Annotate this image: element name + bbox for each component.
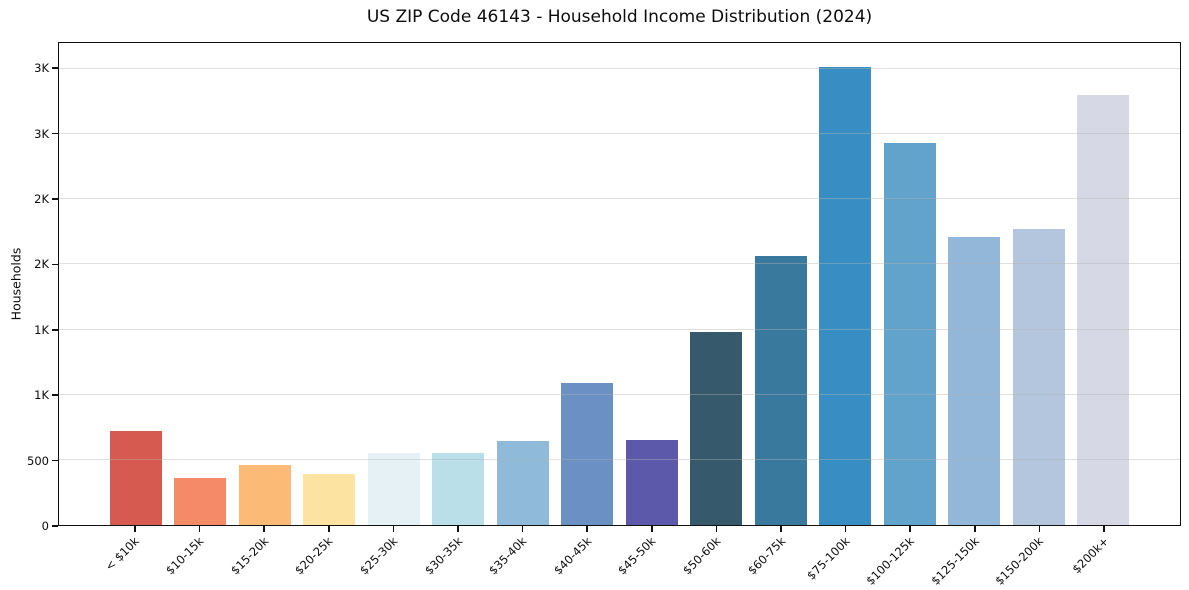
y-tick-label: 1K — [34, 388, 49, 403]
x-tick-mark — [134, 526, 136, 532]
y-tick-mark — [52, 328, 58, 331]
plot-area — [58, 42, 1181, 526]
bar-$35-40k — [496, 440, 549, 525]
y-tick-label: 0 — [41, 519, 49, 533]
gridline-3000 — [59, 133, 1180, 135]
bar-$100-125k — [883, 143, 936, 525]
x-tick-label: $40-45k — [550, 534, 595, 578]
x-tick-label: $75-100k — [803, 534, 853, 583]
x-tick-label: $20-25k — [292, 534, 336, 578]
x-tick-mark — [780, 526, 782, 532]
x-tick-label: $100-125k — [863, 534, 918, 588]
y-tick-mark — [52, 394, 58, 396]
gridline-1000 — [59, 393, 1180, 395]
bar-$25-30k — [367, 453, 420, 525]
x-tick-mark — [1038, 526, 1041, 532]
x-tick-mark — [909, 526, 912, 532]
y-tick-label: 2K — [34, 257, 49, 272]
y-tick-mark — [52, 67, 58, 69]
gridline-3500 — [59, 68, 1180, 70]
y-tick-mark — [52, 525, 58, 527]
gridline-500 — [59, 458, 1180, 460]
bar-$40-45k — [561, 383, 614, 525]
x-tick-mark — [715, 526, 718, 532]
bar-$30-35k — [432, 452, 485, 525]
x-tick-label: $25-30k — [356, 534, 401, 578]
x-tick-label: $125-150k — [928, 534, 982, 588]
x-tick-label: $35-40k — [486, 534, 530, 578]
chart-title: US ZIP Code 46143 - Household Income Dis… — [366, 7, 873, 27]
bar-$20-25k — [303, 473, 356, 525]
bar-$200k+ — [1077, 95, 1130, 525]
y-tick-mark — [52, 198, 58, 200]
y-tick-label: 1K — [34, 322, 49, 337]
x-tick-label: $45-50k — [615, 534, 659, 578]
x-tick-mark — [521, 526, 524, 532]
y-tick-label: 2K — [34, 191, 49, 206]
x-tick-label: $50-60k — [679, 534, 724, 578]
y-tick-label: 3K — [34, 61, 49, 76]
x-tick-mark — [263, 526, 265, 532]
y-tick-label: 500 — [27, 453, 49, 468]
y-tick-mark — [52, 132, 58, 135]
bar-< $10k — [109, 431, 162, 525]
bar-$150-200k — [1012, 228, 1065, 525]
x-tick-mark — [974, 526, 976, 532]
x-tick-label: $10-15k — [162, 534, 207, 578]
x-tick-mark — [1103, 526, 1105, 532]
bar-$10-15k — [174, 478, 227, 525]
x-tick-label: $150-200k — [992, 534, 1047, 588]
bar-$75-100k — [819, 67, 872, 525]
gridline-1500 — [59, 328, 1180, 330]
bar-$125-150k — [948, 237, 1001, 525]
y-tick-label: 3K — [34, 126, 49, 141]
x-tick-label: $200k+ — [1068, 534, 1112, 577]
gridline-2500 — [59, 198, 1180, 200]
x-tick-mark — [651, 526, 653, 532]
x-tick-mark — [844, 526, 847, 532]
x-tick-label: < $10k — [102, 534, 142, 574]
bar-$15-20k — [238, 465, 291, 525]
x-tick-label: $30-35k — [421, 534, 465, 578]
x-tick-mark — [457, 526, 459, 532]
x-tick-mark — [392, 526, 395, 532]
bar-$45-50k — [625, 439, 678, 525]
x-tick-mark — [586, 526, 588, 532]
x-tick-label: $15-20k — [227, 534, 272, 578]
x-tick-label: $60-75k — [744, 534, 788, 578]
y-tick-mark — [52, 263, 58, 266]
x-tick-mark — [198, 526, 201, 532]
x-tick-mark — [327, 526, 330, 532]
bar-$60-75k — [754, 256, 807, 525]
gridline-2000 — [59, 263, 1180, 265]
bar-$50-60k — [690, 331, 743, 525]
y-tick-mark — [52, 459, 58, 462]
